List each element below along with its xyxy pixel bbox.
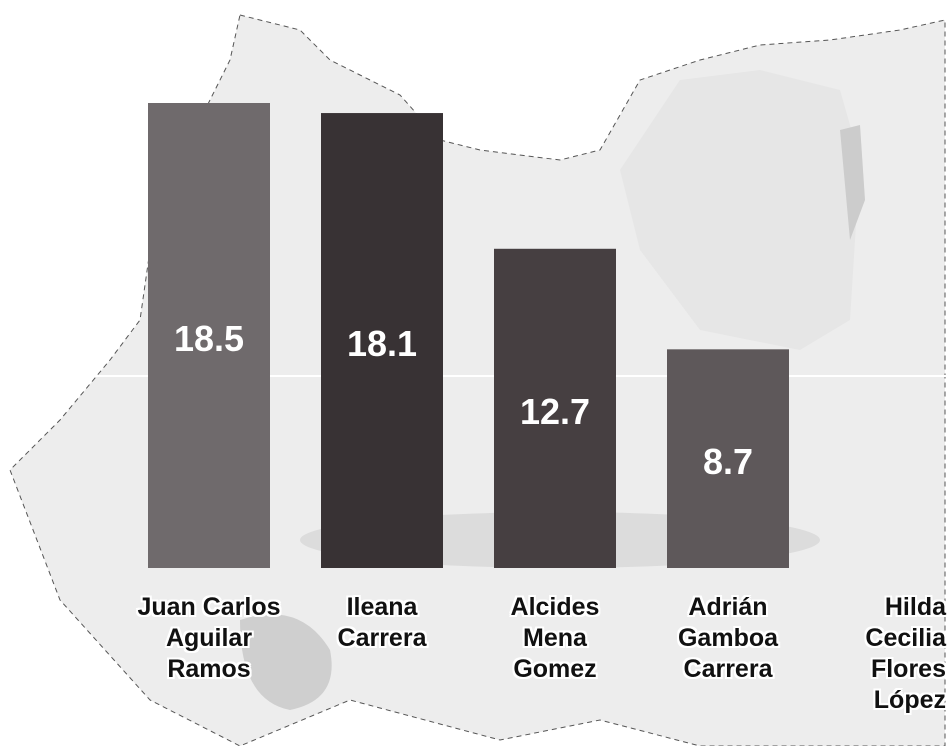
value-label: 8.7 (703, 441, 753, 482)
category-label: Hilda Cecilia Flores López (865, 593, 946, 714)
category-label: Adrián Gamboa Carrera (677, 593, 779, 683)
category-label: Ileana Carrera (337, 593, 427, 652)
category-label: Juan Carlos Aguilar Ramos (137, 593, 281, 683)
value-label: 12.7 (520, 391, 590, 432)
value-label: 18.1 (347, 323, 417, 364)
bar (494, 248, 616, 568)
bar (667, 349, 789, 568)
bar (148, 103, 270, 568)
value-label: 18.5 (174, 318, 244, 359)
category-label: Alcides Mena Gomez (510, 593, 600, 683)
bar (321, 113, 443, 569)
